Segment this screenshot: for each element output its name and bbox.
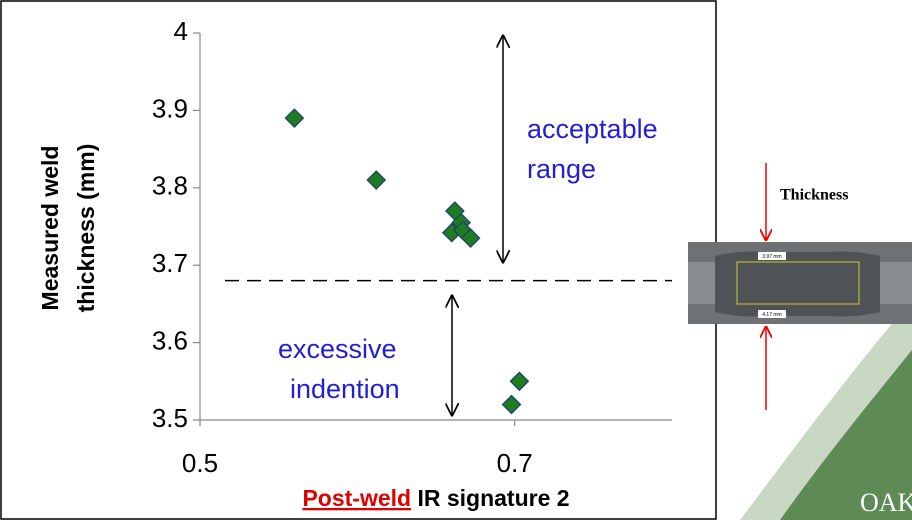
- logo-text: OAK: [860, 488, 912, 517]
- y-tick-label: 3.6: [152, 325, 188, 355]
- y-tick-label: 3.5: [152, 403, 188, 433]
- y-axis-label: thickness (mm): [73, 144, 99, 313]
- x-axis-label-rest: IR signature 2: [411, 485, 569, 511]
- y-tick-label: 3.7: [152, 248, 188, 278]
- annotation: excessive: [278, 334, 397, 364]
- x-tick-label: 0.7: [497, 448, 533, 478]
- y-axis-label: Measured weld: [37, 146, 63, 311]
- plot-area: 3.5 3.6 3.7 3.8 3.9 4 0.5 0.7: [152, 16, 672, 478]
- weld-box: [736, 261, 860, 305]
- weld-nugget: [715, 251, 880, 317]
- x-axis-label: Post-weld IR signature 2: [302, 485, 569, 511]
- y-tick-label: 4: [174, 16, 188, 46]
- weld-tag: [758, 310, 786, 318]
- point: [284, 108, 305, 128]
- x-tick-label: 0.5: [182, 448, 218, 478]
- point: [501, 394, 522, 415]
- logo-swoosh: [780, 350, 912, 520]
- weld-measure: 3.97 mm: [762, 254, 781, 260]
- chart-frame: [0, 0, 717, 520]
- point: [366, 170, 387, 190]
- thickness-label: Thickness: [780, 187, 848, 204]
- point: [460, 228, 481, 248]
- annotation: acceptable: [527, 114, 658, 144]
- annotation: indention: [290, 374, 400, 404]
- y-tick-label: 3.8: [152, 171, 188, 201]
- weld-measure: 4.17 mm: [762, 312, 781, 318]
- x-axis-label-highlight: Post-weld: [302, 485, 411, 511]
- weld-tag: [758, 252, 786, 260]
- point: [509, 371, 530, 392]
- y-tick-label: 3.9: [152, 93, 188, 123]
- weld-image: 3.97 mm 4.17 mm: [688, 242, 912, 324]
- annotation: range: [527, 154, 596, 184]
